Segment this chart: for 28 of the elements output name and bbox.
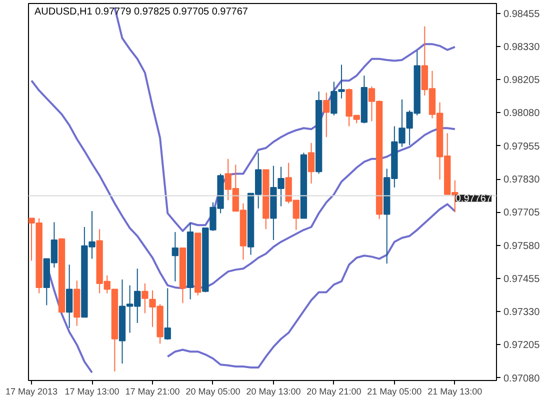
candlestick: [308, 142, 315, 184]
candlestick: [142, 282, 148, 314]
y-tick-label: 0.97580: [504, 240, 540, 252]
x-tick-label: 20 May 13:00: [246, 386, 301, 396]
y-tick-label: 0.97955: [504, 141, 540, 152]
y-tick-label: 0.98080: [504, 108, 540, 120]
candlestick: [164, 288, 171, 340]
x-tick-label: 21 May 13:00: [428, 386, 482, 396]
x-tick-label: 20 May 21:00: [306, 386, 362, 396]
line-series: [30, 80, 456, 290]
x-tick-label: 17 May 2013: [6, 386, 58, 396]
y-tick-label: 0.97080: [504, 373, 540, 384]
y-tick-label: 0.97830: [504, 174, 540, 186]
candlestick: [66, 264, 73, 329]
y-tick-label: 0.97205: [504, 340, 540, 352]
x-tick-label: 17 May 21:00: [125, 386, 180, 396]
y-tick-label: 0.97705: [504, 208, 540, 219]
y-tick-label: 0.98455: [504, 8, 540, 20]
candlestick: [172, 232, 179, 282]
x-tick-label: 17 May 13:00: [64, 386, 120, 396]
x-tick-label: 20 May 05:00: [186, 386, 240, 396]
y-tick-label: 0.98205: [504, 75, 540, 86]
y-tick-label: 0.97330: [504, 307, 540, 318]
y-tick-label: 0.98330: [504, 42, 540, 53]
x-tick-label: 21 May 05:00: [367, 386, 422, 396]
y-tick-label: 0.97455: [504, 274, 540, 285]
candlestick: [323, 92, 330, 138]
ref-line-label: 0.97767: [455, 194, 492, 205]
